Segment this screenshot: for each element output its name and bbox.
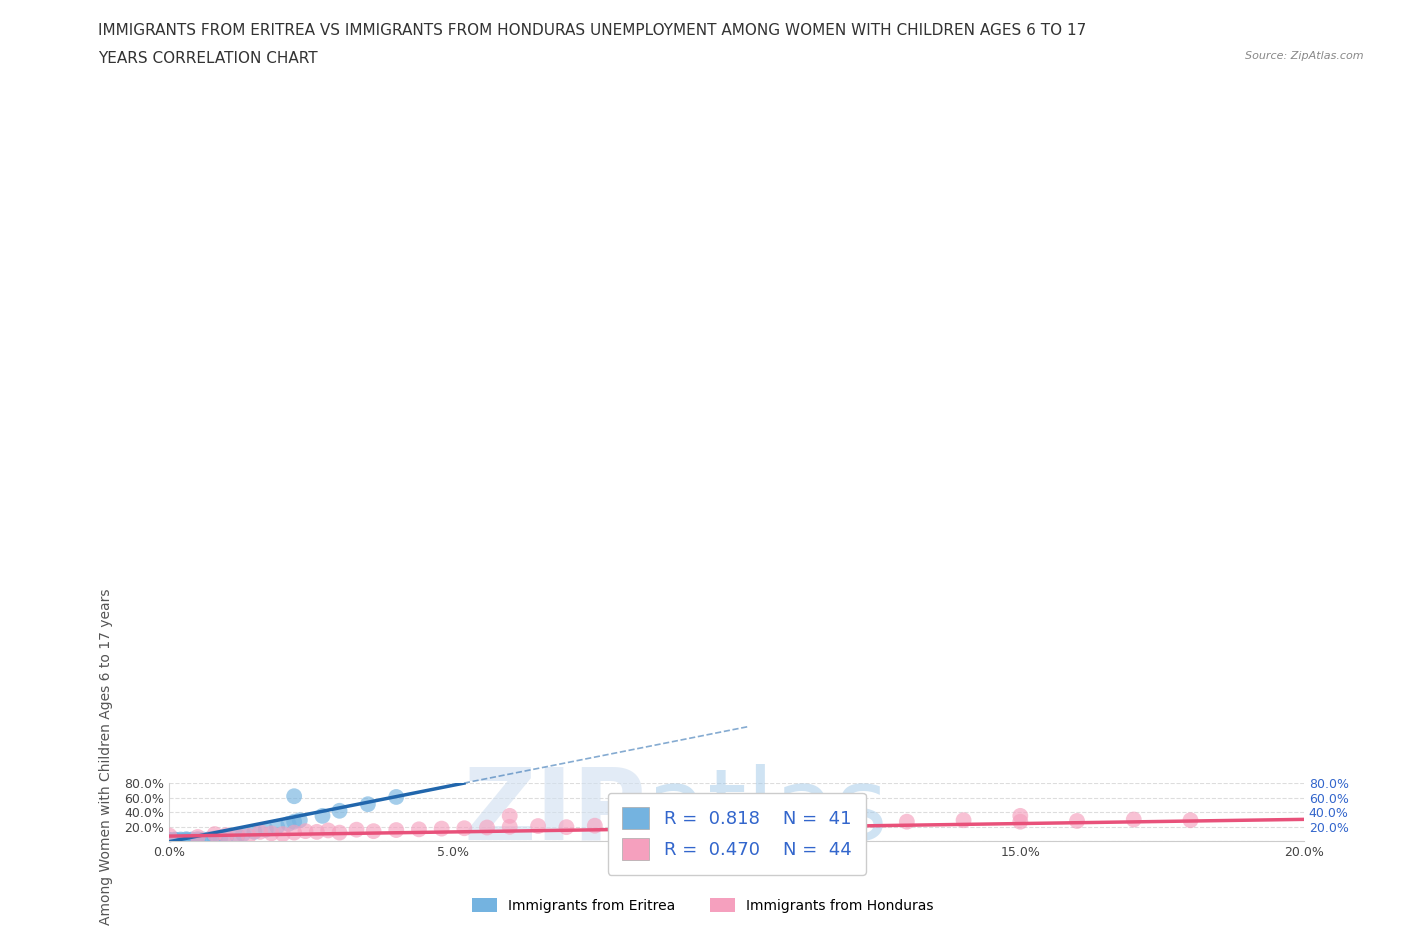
Point bbox=[669, 817, 692, 832]
Point bbox=[754, 816, 776, 830]
Point bbox=[170, 833, 193, 848]
Y-axis label: Unemployment Among Women with Children Ages 6 to 17 years: Unemployment Among Women with Children A… bbox=[100, 589, 114, 930]
Point bbox=[232, 827, 254, 842]
Point bbox=[163, 833, 186, 848]
Point bbox=[697, 817, 720, 831]
Point bbox=[176, 832, 198, 847]
Point bbox=[1066, 814, 1088, 829]
Point bbox=[254, 822, 277, 837]
Point bbox=[277, 817, 299, 831]
Point bbox=[1180, 813, 1202, 828]
Point bbox=[249, 824, 271, 839]
Point bbox=[896, 815, 918, 830]
Point bbox=[181, 832, 204, 847]
Text: ZIP: ZIP bbox=[463, 764, 645, 861]
Point bbox=[1010, 808, 1032, 823]
Point bbox=[583, 818, 606, 833]
Point bbox=[187, 830, 209, 844]
Point bbox=[170, 832, 193, 847]
Point bbox=[157, 833, 180, 848]
Point bbox=[363, 824, 385, 839]
Point bbox=[193, 832, 215, 847]
Point bbox=[226, 828, 249, 843]
Point bbox=[176, 831, 198, 846]
Point bbox=[1122, 812, 1144, 827]
Point bbox=[952, 813, 974, 828]
Point bbox=[266, 819, 288, 834]
Point bbox=[725, 817, 748, 832]
Point bbox=[782, 806, 804, 821]
Point bbox=[288, 813, 311, 828]
Point bbox=[181, 832, 204, 847]
Point bbox=[176, 833, 198, 848]
Point bbox=[238, 829, 260, 844]
Point bbox=[215, 830, 238, 844]
Point bbox=[283, 789, 305, 804]
Point bbox=[810, 816, 832, 830]
Point bbox=[157, 832, 180, 847]
Point bbox=[357, 797, 380, 812]
Point bbox=[475, 820, 498, 835]
Point bbox=[157, 833, 180, 848]
Point bbox=[294, 824, 316, 839]
Point bbox=[226, 828, 249, 843]
Point bbox=[157, 832, 180, 847]
Point bbox=[697, 811, 720, 826]
Point bbox=[408, 822, 430, 837]
Point bbox=[311, 808, 333, 823]
Text: IMMIGRANTS FROM ERITREA VS IMMIGRANTS FROM HONDURAS UNEMPLOYMENT AMONG WOMEN WIT: IMMIGRANTS FROM ERITREA VS IMMIGRANTS FR… bbox=[98, 23, 1087, 38]
Legend: R =  0.818    N =  41, R =  0.470    N =  44: R = 0.818 N = 41, R = 0.470 N = 44 bbox=[607, 792, 866, 875]
Point bbox=[204, 827, 226, 842]
Point bbox=[612, 819, 634, 834]
Point bbox=[430, 821, 453, 836]
Point bbox=[305, 824, 328, 839]
Point bbox=[198, 831, 221, 846]
Point bbox=[243, 824, 266, 839]
Point bbox=[260, 826, 283, 841]
Text: atlas: atlas bbox=[645, 764, 887, 861]
Point bbox=[163, 832, 186, 847]
Point bbox=[782, 817, 804, 831]
Point bbox=[187, 831, 209, 846]
Point bbox=[385, 823, 408, 838]
Point bbox=[839, 815, 862, 830]
Point bbox=[1010, 815, 1032, 830]
Text: Source: ZipAtlas.com: Source: ZipAtlas.com bbox=[1246, 51, 1364, 61]
Point bbox=[385, 790, 408, 804]
Point bbox=[163, 832, 186, 847]
Point bbox=[453, 821, 475, 836]
Point bbox=[204, 831, 226, 846]
Point bbox=[209, 830, 232, 845]
Point bbox=[215, 828, 238, 843]
Point bbox=[555, 819, 578, 834]
Point bbox=[157, 828, 180, 843]
Point bbox=[271, 827, 294, 842]
Point bbox=[157, 834, 180, 849]
Text: YEARS CORRELATION CHART: YEARS CORRELATION CHART bbox=[98, 51, 318, 66]
Point bbox=[328, 804, 350, 818]
Point bbox=[499, 819, 522, 834]
Point bbox=[157, 833, 180, 848]
Point bbox=[346, 822, 368, 837]
Point bbox=[170, 832, 193, 847]
Point bbox=[157, 833, 180, 848]
Point bbox=[527, 818, 550, 833]
Point bbox=[499, 808, 522, 823]
Legend: Immigrants from Eritrea, Immigrants from Honduras: Immigrants from Eritrea, Immigrants from… bbox=[467, 893, 939, 919]
Point bbox=[283, 825, 305, 840]
Point bbox=[187, 832, 209, 847]
Point bbox=[283, 815, 305, 830]
Point bbox=[328, 825, 350, 840]
Point bbox=[163, 832, 186, 847]
Point bbox=[316, 823, 339, 838]
Point bbox=[163, 833, 186, 848]
Point bbox=[157, 832, 180, 847]
Point bbox=[640, 817, 662, 832]
